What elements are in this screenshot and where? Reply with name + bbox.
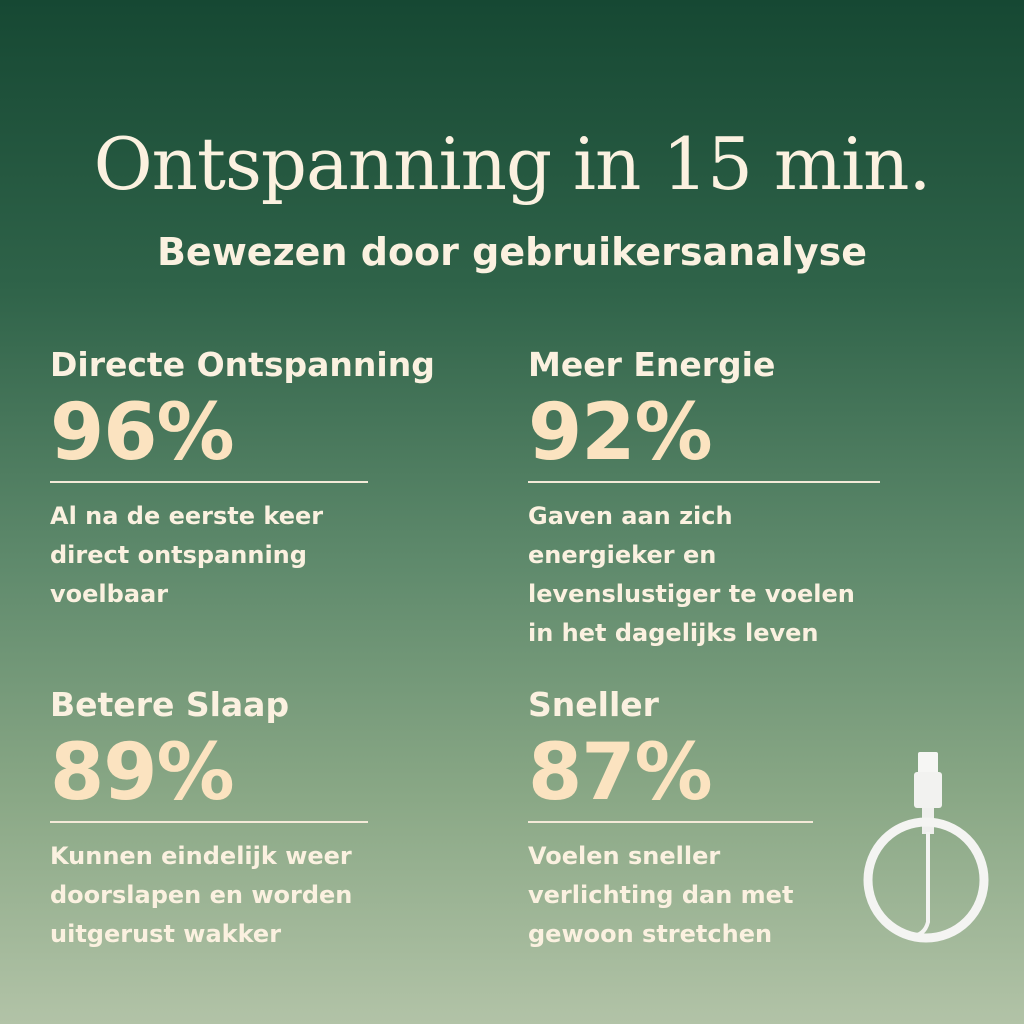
divider [50,481,368,483]
desc-line: voelbaar [50,580,169,608]
desc-line: in het dagelijks leven [528,619,819,647]
desc-line: direct ontspanning [50,541,307,569]
desc-line: gewoon stretchen [528,920,773,948]
stat-meer-energie: Meer Energie 92% Gaven aan zich energiek… [528,345,880,653]
stat-percent: 89% [50,728,235,818]
stat-directe-ontspanning: Directe Ontspanning 96% Al na de eerste … [50,345,435,614]
divider [528,821,813,823]
desc-line: verlichting dan met [528,881,794,909]
desc-line: levenslustiger te voelen [528,580,855,608]
stat-percent: 92% [528,388,713,478]
stat-sneller: Sneller 87% Voelen sneller verlichting d… [528,685,813,954]
divider [50,821,368,823]
page-title: Ontspanning in 15 min. [93,122,932,206]
stat-heading: Sneller [528,685,659,724]
desc-line: Kunnen eindelijk weer [50,842,352,870]
stat-description: Al na de eerste keer direct ontspanning … [50,497,368,614]
desc-line: Voelen sneller [528,842,721,870]
stat-heading: Meer Energie [528,345,776,384]
stat-description: Voelen sneller verlichting dan met gewoo… [528,837,813,954]
stat-betere-slaap: Betere Slaap 89% Kunnen eindelijk weer d… [50,685,368,954]
desc-line: energieker en [528,541,717,569]
stat-percent: 96% [50,388,235,478]
desc-line: doorslapen en worden [50,881,353,909]
desc-line: Al na de eerste keer [50,502,324,530]
desc-line: uitgerust wakker [50,920,282,948]
stat-heading: Betere Slaap [50,685,290,724]
cable-loop-device-image [863,752,989,943]
stat-description: Gaven aan zich energieker en levenslusti… [528,497,880,653]
stat-description: Kunnen eindelijk weer doorslapen en word… [50,837,368,954]
stat-heading: Directe Ontspanning [50,345,435,384]
stat-percent: 87% [528,728,713,818]
divider [528,481,880,483]
page-subtitle: Bewezen door gebruikersanalyse [156,230,868,274]
desc-line: Gaven aan zich [528,502,733,530]
